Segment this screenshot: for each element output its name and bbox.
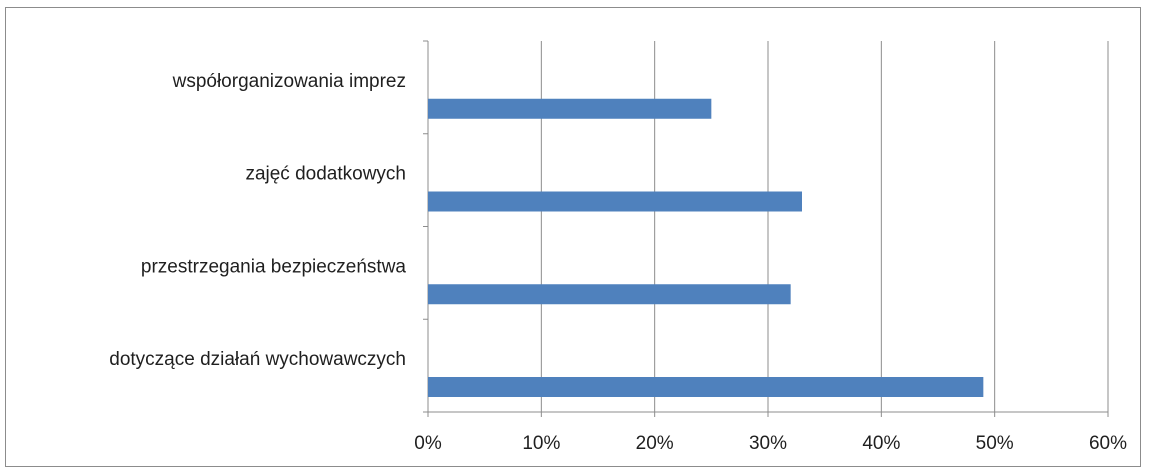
x-tick-label: 20% [636,433,674,454]
category-label: współorganizowania imprez [172,71,406,92]
grid-lines [540,41,1109,412]
x-tick-labels: 0% 10% 20% 30% 40% 50% 60% [414,433,1127,454]
bars [428,98,984,397]
x-tick-label: 60% [1089,433,1127,454]
bar-4 [428,377,984,397]
x-tick-label: 0% [414,433,442,454]
category-labels: współorganizowania imprez zajęć dodatkowy… [109,71,406,370]
category-label: przestrzegania bezpieczeństwa [141,256,407,277]
axes [423,40,1109,417]
x-tick-label: 30% [749,433,787,454]
bar-3 [428,284,791,305]
category-label: dotyczące działań wychowawczych [109,349,406,370]
category-label: zajęć dodatkowych [245,164,406,185]
bar-2 [428,191,802,212]
x-tick-label: 40% [862,433,900,454]
x-tick-label: 50% [976,433,1014,454]
x-tick-label: 10% [522,433,560,454]
bar-1 [428,98,712,119]
